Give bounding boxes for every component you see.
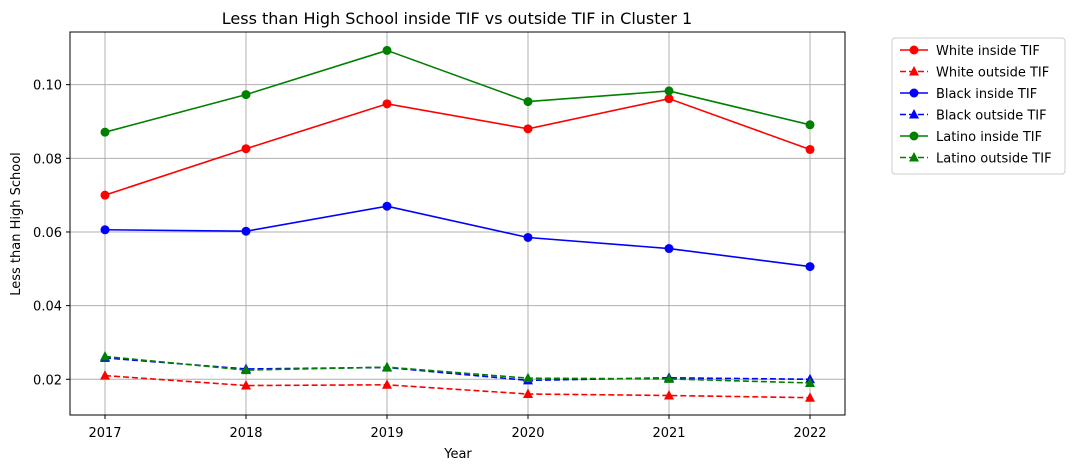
x-tick-label: 2019 bbox=[370, 426, 403, 441]
legend-label: White outside TIF bbox=[936, 66, 1049, 81]
grid bbox=[70, 32, 845, 415]
series-line bbox=[104, 357, 811, 382]
legend-item: Black outside TIF bbox=[900, 109, 1047, 124]
legend-item: White inside TIF bbox=[900, 44, 1040, 59]
data-point bbox=[523, 232, 533, 242]
y-tick-label: 0.08 bbox=[33, 152, 62, 167]
data-point bbox=[805, 392, 815, 402]
data-point bbox=[805, 144, 815, 154]
legend-marker bbox=[909, 66, 919, 76]
y-tick-label: 0.04 bbox=[33, 300, 62, 315]
data-point bbox=[382, 379, 392, 389]
data-point bbox=[241, 90, 251, 100]
data-point bbox=[664, 373, 674, 383]
data-point bbox=[523, 124, 533, 134]
data-point bbox=[523, 97, 533, 107]
legend-marker bbox=[909, 45, 919, 55]
y-tick-label: 0.02 bbox=[33, 373, 62, 388]
series-latino-inside-tif bbox=[100, 45, 815, 137]
legend-label: Latino inside TIF bbox=[936, 130, 1042, 145]
legend-item: White outside TIF bbox=[900, 66, 1049, 81]
x-tick-label: 2021 bbox=[652, 426, 685, 441]
legend-item: Latino inside TIF bbox=[900, 130, 1042, 145]
plot-frame bbox=[69, 31, 846, 416]
y-axis-title: Less than High School bbox=[9, 152, 24, 296]
legend-item: Latino outside TIF bbox=[900, 152, 1052, 167]
legend-box bbox=[891, 37, 1066, 175]
data-point bbox=[100, 370, 110, 380]
data-point bbox=[241, 364, 251, 375]
legend-item: Black inside TIF bbox=[900, 87, 1037, 102]
data-point bbox=[100, 350, 110, 361]
series-line bbox=[104, 49, 811, 133]
legend-marker bbox=[909, 152, 919, 162]
data-point bbox=[805, 262, 815, 272]
data-point bbox=[523, 388, 533, 399]
data-point bbox=[805, 377, 815, 387]
data-point bbox=[382, 45, 392, 55]
y-tick-label: 0.10 bbox=[33, 79, 62, 94]
series-layer bbox=[100, 45, 815, 402]
series-white-inside-tif bbox=[100, 94, 815, 200]
data-point bbox=[664, 244, 674, 254]
data-point bbox=[805, 120, 815, 130]
legend-label: Black outside TIF bbox=[936, 109, 1047, 124]
legend: White inside TIF White outside TIF Black i… bbox=[891, 37, 1066, 175]
legend-label: Latino outside TIF bbox=[936, 152, 1052, 167]
legend-marker bbox=[909, 131, 919, 141]
data-point bbox=[523, 372, 533, 383]
data-point bbox=[382, 201, 392, 211]
data-point bbox=[100, 127, 110, 137]
data-point bbox=[100, 190, 110, 200]
data-point bbox=[664, 94, 674, 104]
x-tick-label: 2017 bbox=[88, 426, 121, 441]
x-tick-label: 2022 bbox=[793, 426, 826, 441]
data-point bbox=[241, 380, 251, 390]
series-black-inside-tif bbox=[100, 201, 815, 272]
legend-label: White inside TIF bbox=[936, 44, 1040, 59]
x-axis: 2017 2018 2019 2020 2021 2022 bbox=[88, 415, 827, 441]
x-axis-title: Year bbox=[443, 447, 472, 462]
legend-marker bbox=[909, 109, 919, 119]
data-point bbox=[664, 86, 674, 96]
data-point bbox=[664, 389, 674, 400]
series-line bbox=[104, 374, 811, 399]
data-point bbox=[241, 144, 251, 154]
data-point bbox=[382, 361, 392, 372]
data-point bbox=[241, 226, 251, 236]
series-white-outside-tif bbox=[100, 370, 815, 402]
series-line bbox=[104, 97, 811, 196]
series-line bbox=[104, 205, 811, 268]
data-point bbox=[382, 99, 392, 109]
y-tick-label: 0.06 bbox=[33, 226, 62, 241]
legend-label: Black inside TIF bbox=[936, 87, 1037, 102]
x-tick-label: 2020 bbox=[511, 426, 544, 441]
chart-title: Less than High School inside TIF vs outs… bbox=[222, 9, 692, 28]
legend-marker bbox=[909, 88, 919, 98]
series-latino-outside-tif bbox=[100, 350, 815, 387]
x-tick-label: 2018 bbox=[229, 426, 262, 441]
series-line bbox=[104, 355, 811, 384]
y-axis: 0.02 0.04 0.06 0.08 0.10 bbox=[33, 79, 70, 388]
data-point bbox=[100, 225, 110, 235]
